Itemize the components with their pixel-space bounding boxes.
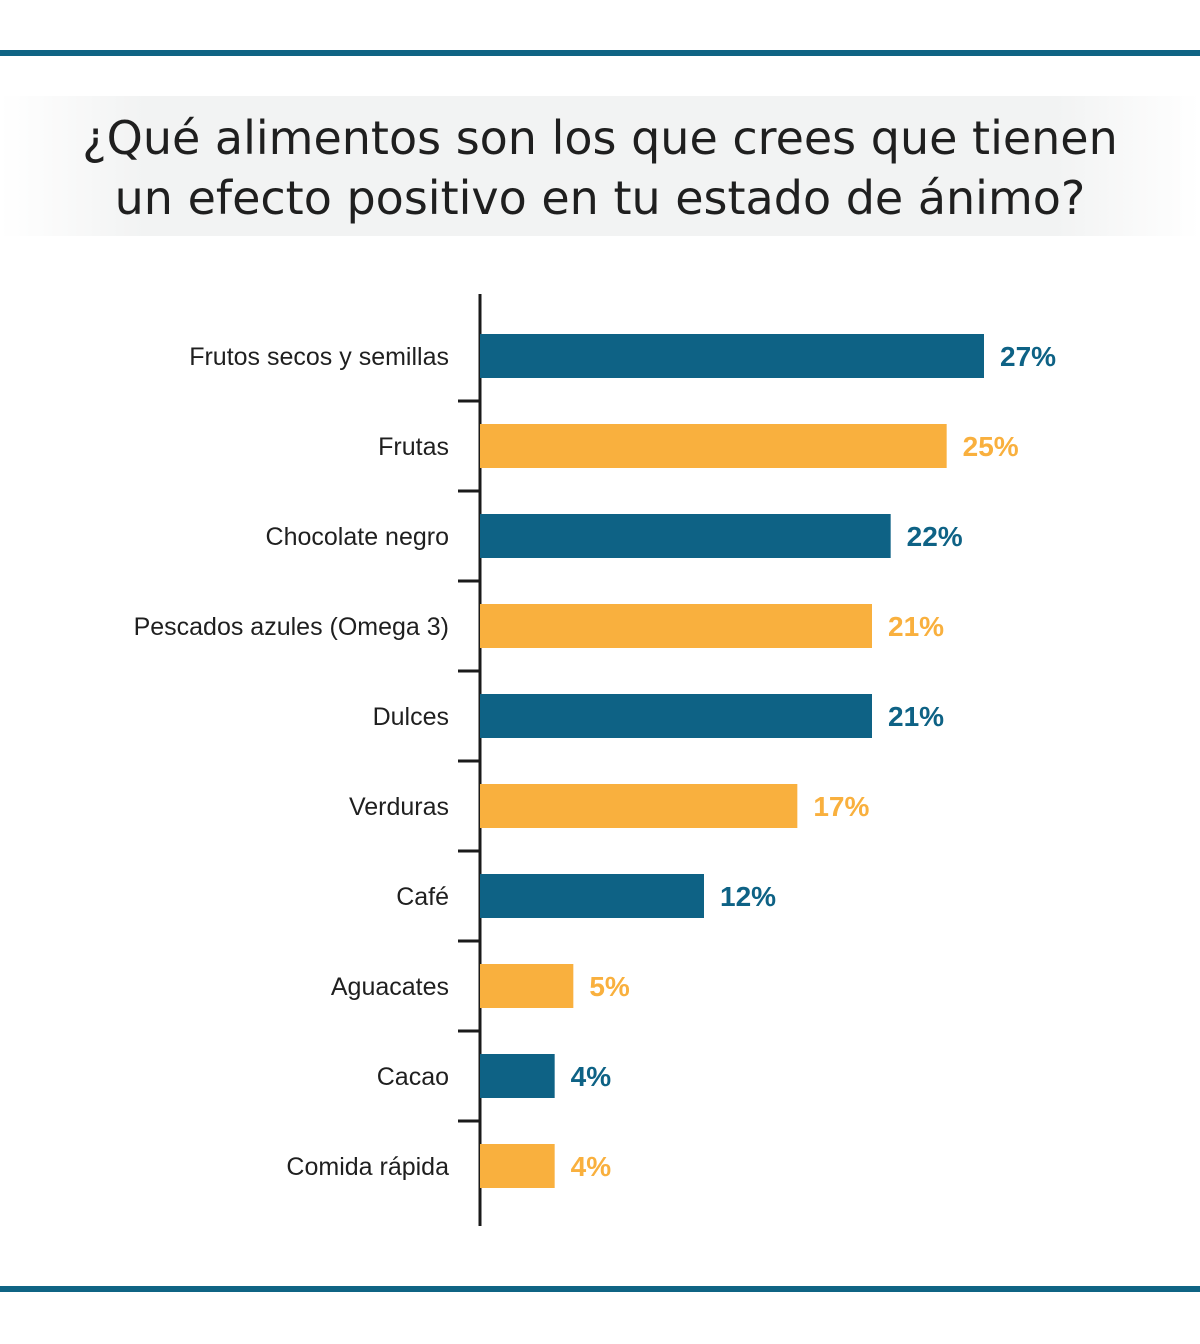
value-label: 27%: [1000, 341, 1056, 372]
value-label: 22%: [907, 521, 963, 552]
category-label: Café: [396, 883, 449, 911]
chart-title-line-1: ¿Qué alimentos son los que crees que tie…: [82, 111, 1118, 165]
category-label: Verduras: [349, 793, 449, 821]
top-rule: [0, 50, 1200, 56]
category-label: Cacao: [377, 1063, 449, 1091]
bar: [480, 514, 891, 558]
category-label: Pescados azules (Omega 3): [134, 613, 449, 641]
bar: [480, 964, 574, 1008]
value-label: 4%: [571, 1151, 612, 1182]
value-label: 5%: [589, 971, 630, 1002]
value-label: 12%: [720, 881, 776, 912]
bar: [480, 424, 947, 468]
value-label: 17%: [813, 791, 869, 822]
bar: [480, 874, 704, 918]
value-label: 4%: [571, 1061, 612, 1092]
bar: [480, 1144, 555, 1188]
category-label: Frutas: [378, 433, 449, 461]
value-label: 21%: [888, 611, 944, 642]
value-label: 21%: [888, 701, 944, 732]
bar: [480, 784, 798, 828]
chart-title-line-2: un efecto positivo en tu estado de ánimo…: [114, 171, 1086, 225]
category-label: Comida rápida: [286, 1153, 449, 1181]
bottom-rule: [0, 1286, 1200, 1292]
category-label: Chocolate negro: [266, 523, 449, 551]
title-band: [0, 96, 1200, 236]
category-label: Aguacates: [331, 973, 449, 1001]
bar: [480, 334, 984, 378]
category-label: Frutos secos y semillas: [189, 343, 449, 371]
value-label: 25%: [963, 431, 1019, 462]
chart-title: ¿Qué alimentos son los que crees que tie…: [20, 108, 1180, 228]
bar: [480, 604, 872, 648]
bar-chart: Frutos secos y semillas 27% Frutas 25% Choco…: [134, 294, 1056, 1226]
bar: [480, 694, 872, 738]
category-label: Dulces: [373, 703, 449, 731]
bar: [480, 1054, 555, 1098]
